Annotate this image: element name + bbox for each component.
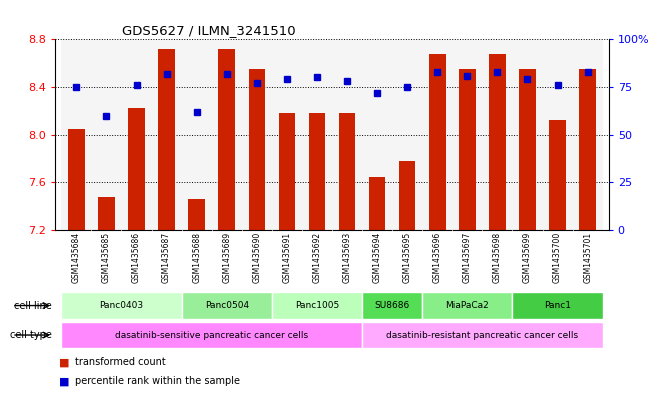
Text: GSM1435686: GSM1435686: [132, 232, 141, 283]
Bar: [422, 292, 512, 319]
Bar: [152, 39, 182, 230]
Bar: [219, 49, 235, 230]
Text: Panc1005: Panc1005: [295, 301, 339, 310]
Bar: [309, 113, 326, 230]
Text: Panc0504: Panc0504: [204, 301, 249, 310]
Text: GSM1435695: GSM1435695: [403, 232, 411, 283]
Text: GSM1435696: GSM1435696: [433, 232, 442, 283]
Text: ■: ■: [59, 376, 69, 386]
Text: cell type: cell type: [10, 330, 52, 340]
Text: GSM1435700: GSM1435700: [553, 232, 562, 283]
Text: GDS5627 / ILMN_3241510: GDS5627 / ILMN_3241510: [122, 24, 296, 37]
Text: dasatinib-resistant pancreatic cancer cells: dasatinib-resistant pancreatic cancer ce…: [386, 331, 579, 340]
Text: Panc1: Panc1: [544, 301, 571, 310]
Text: GSM1435699: GSM1435699: [523, 232, 532, 283]
Text: GSM1435694: GSM1435694: [372, 232, 381, 283]
Bar: [489, 53, 506, 230]
Bar: [422, 39, 452, 230]
Bar: [91, 39, 122, 230]
Bar: [459, 69, 476, 230]
Text: GSM1435701: GSM1435701: [583, 232, 592, 283]
Bar: [249, 69, 265, 230]
Bar: [242, 39, 272, 230]
Bar: [362, 322, 603, 348]
Text: transformed count: transformed count: [75, 357, 165, 367]
Bar: [61, 39, 91, 230]
Bar: [579, 69, 596, 230]
Bar: [573, 39, 603, 230]
Bar: [272, 39, 302, 230]
Bar: [158, 49, 175, 230]
Text: Panc0403: Panc0403: [100, 301, 144, 310]
Bar: [549, 120, 566, 230]
Bar: [369, 178, 385, 230]
Bar: [519, 69, 536, 230]
Bar: [61, 322, 362, 348]
Bar: [332, 39, 362, 230]
Text: GSM1435689: GSM1435689: [222, 232, 231, 283]
Bar: [302, 39, 332, 230]
Text: GSM1435684: GSM1435684: [72, 232, 81, 283]
Bar: [279, 113, 295, 230]
Text: GSM1435698: GSM1435698: [493, 232, 502, 283]
Text: GSM1435687: GSM1435687: [162, 232, 171, 283]
Bar: [188, 199, 205, 230]
Text: GSM1435690: GSM1435690: [253, 232, 261, 283]
Bar: [182, 39, 212, 230]
Bar: [482, 39, 512, 230]
Bar: [68, 129, 85, 230]
Text: dasatinib-sensitive pancreatic cancer cells: dasatinib-sensitive pancreatic cancer ce…: [115, 331, 309, 340]
Text: cell line: cell line: [14, 301, 52, 310]
Bar: [122, 39, 152, 230]
Bar: [212, 39, 242, 230]
Bar: [182, 292, 272, 319]
Text: GSM1435691: GSM1435691: [283, 232, 292, 283]
Text: GSM1435697: GSM1435697: [463, 232, 472, 283]
Bar: [61, 292, 182, 319]
Bar: [272, 292, 362, 319]
Bar: [399, 161, 415, 230]
Text: ■: ■: [59, 357, 69, 367]
Bar: [512, 292, 603, 319]
Bar: [392, 39, 422, 230]
Bar: [542, 39, 573, 230]
Bar: [128, 108, 145, 230]
Text: SU8686: SU8686: [374, 301, 409, 310]
Text: GSM1435685: GSM1435685: [102, 232, 111, 283]
Bar: [362, 292, 422, 319]
Text: GSM1435688: GSM1435688: [192, 232, 201, 283]
Bar: [429, 53, 445, 230]
Text: GSM1435693: GSM1435693: [342, 232, 352, 283]
Text: percentile rank within the sample: percentile rank within the sample: [75, 376, 240, 386]
Bar: [452, 39, 482, 230]
Bar: [362, 39, 392, 230]
Text: MiaPaCa2: MiaPaCa2: [445, 301, 489, 310]
Bar: [339, 113, 355, 230]
Bar: [512, 39, 542, 230]
Bar: [98, 196, 115, 230]
Text: GSM1435692: GSM1435692: [312, 232, 322, 283]
